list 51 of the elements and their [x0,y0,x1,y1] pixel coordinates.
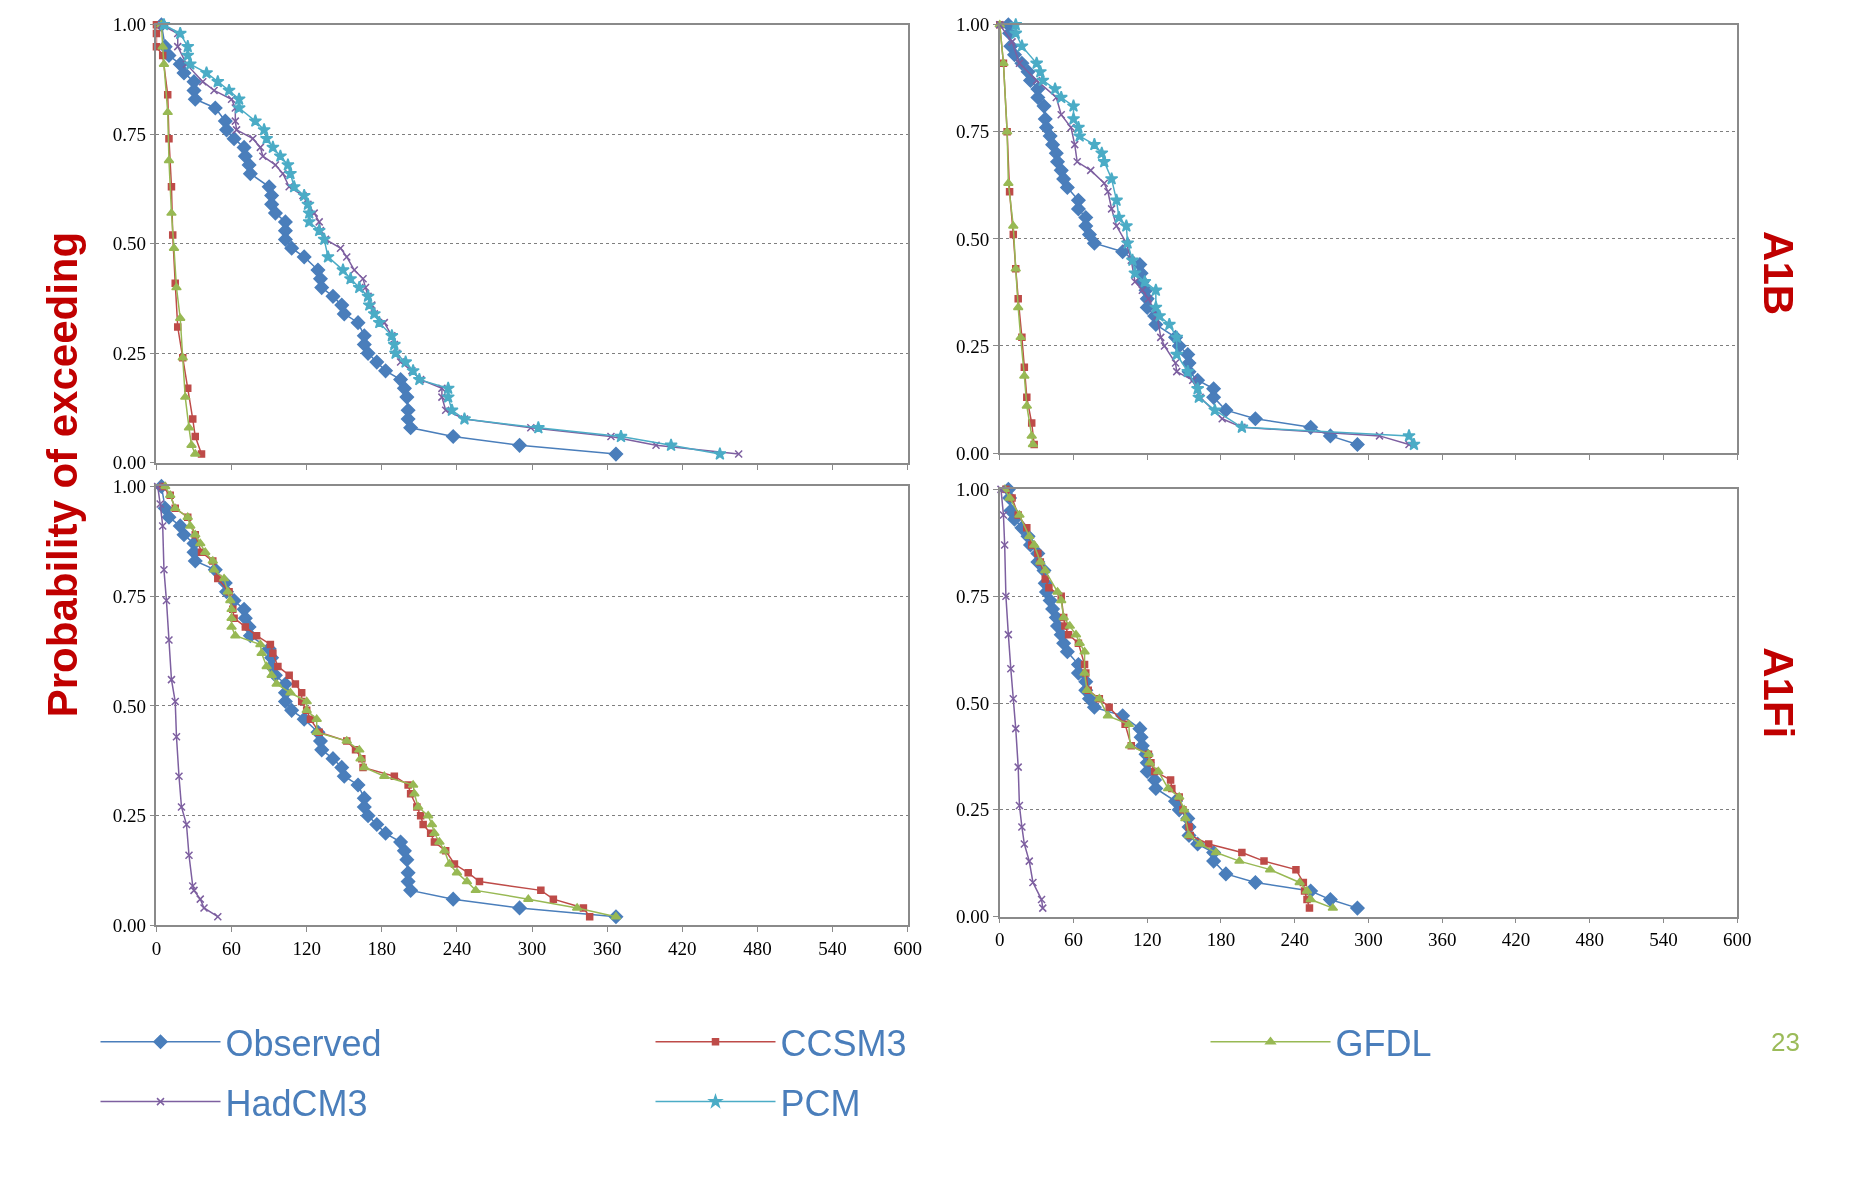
y-tick-label: 1.00 [955,479,990,501]
x-tick-label: 0 [151,938,162,960]
text: A1Fi [1755,647,1803,739]
y-tick-label: 0.50 [955,692,990,714]
y-tick-label: 0.75 [112,123,146,145]
x-tick-label: 420 [668,938,697,960]
y-tick-label: 0.50 [112,233,146,255]
legend-label: Observed [225,1022,382,1064]
x-tick-label: 180 [1206,929,1236,951]
x-tick-label: 60 [1064,929,1083,951]
x-tick-label: 240 [442,938,472,960]
y-tick-label: 0.25 [112,342,146,364]
y-axis-title: Probability of exceeding [39,231,87,718]
x-tick-label: 0 [995,929,1005,951]
y-tick-label: 0.25 [112,805,146,827]
x-tick-label: 480 [1575,929,1604,951]
y-tick-label: 0.00 [112,452,146,474]
x-tick-label: 540 [1649,929,1678,951]
x-tick-label: 120 [1132,929,1162,951]
y-tick-label: 0.25 [955,335,990,357]
x-tick-label: 600 [893,938,922,960]
x-tick-label: 360 [1427,929,1457,951]
legend-label: CCSM3 [780,1022,907,1064]
y-tick-label: 0.00 [955,442,990,464]
x-tick-label: 60 [222,938,242,960]
x-tick-label: 360 [592,938,622,960]
x-tick-label: 480 [743,938,772,960]
y-tick-label: 0.75 [955,585,990,607]
y-tick-label: 0.25 [955,799,990,821]
y-tick-label: 0.00 [112,915,146,937]
x-tick-label: 600 [1722,929,1752,951]
x-tick-label: 420 [1501,929,1531,951]
x-tick-label: 120 [292,938,321,960]
x-tick-label: 540 [818,938,847,960]
legend-label: PCM [780,1082,861,1124]
text: A1B [1755,231,1803,316]
y-tick-label: 0.50 [955,228,990,250]
y-tick-label: 0.75 [955,121,990,143]
x-tick-label: 180 [367,938,397,960]
x-tick-label: 300 [1354,929,1383,951]
y-tick-label: 0.00 [955,906,990,928]
y-tick-label: 1.00 [112,14,146,36]
x-tick-label: 240 [1280,929,1309,951]
y-tick-label: 1.00 [955,14,990,36]
y-tick-label: 0.75 [112,585,146,607]
y-tick-label: 1.00 [112,476,146,498]
y-tick-label: 0.50 [112,695,146,717]
legend-label: HadCM3 [225,1082,368,1124]
legend-label: GFDL [1335,1022,1432,1064]
x-tick-label: 300 [517,938,547,960]
text: 23 [1771,1027,1800,1057]
